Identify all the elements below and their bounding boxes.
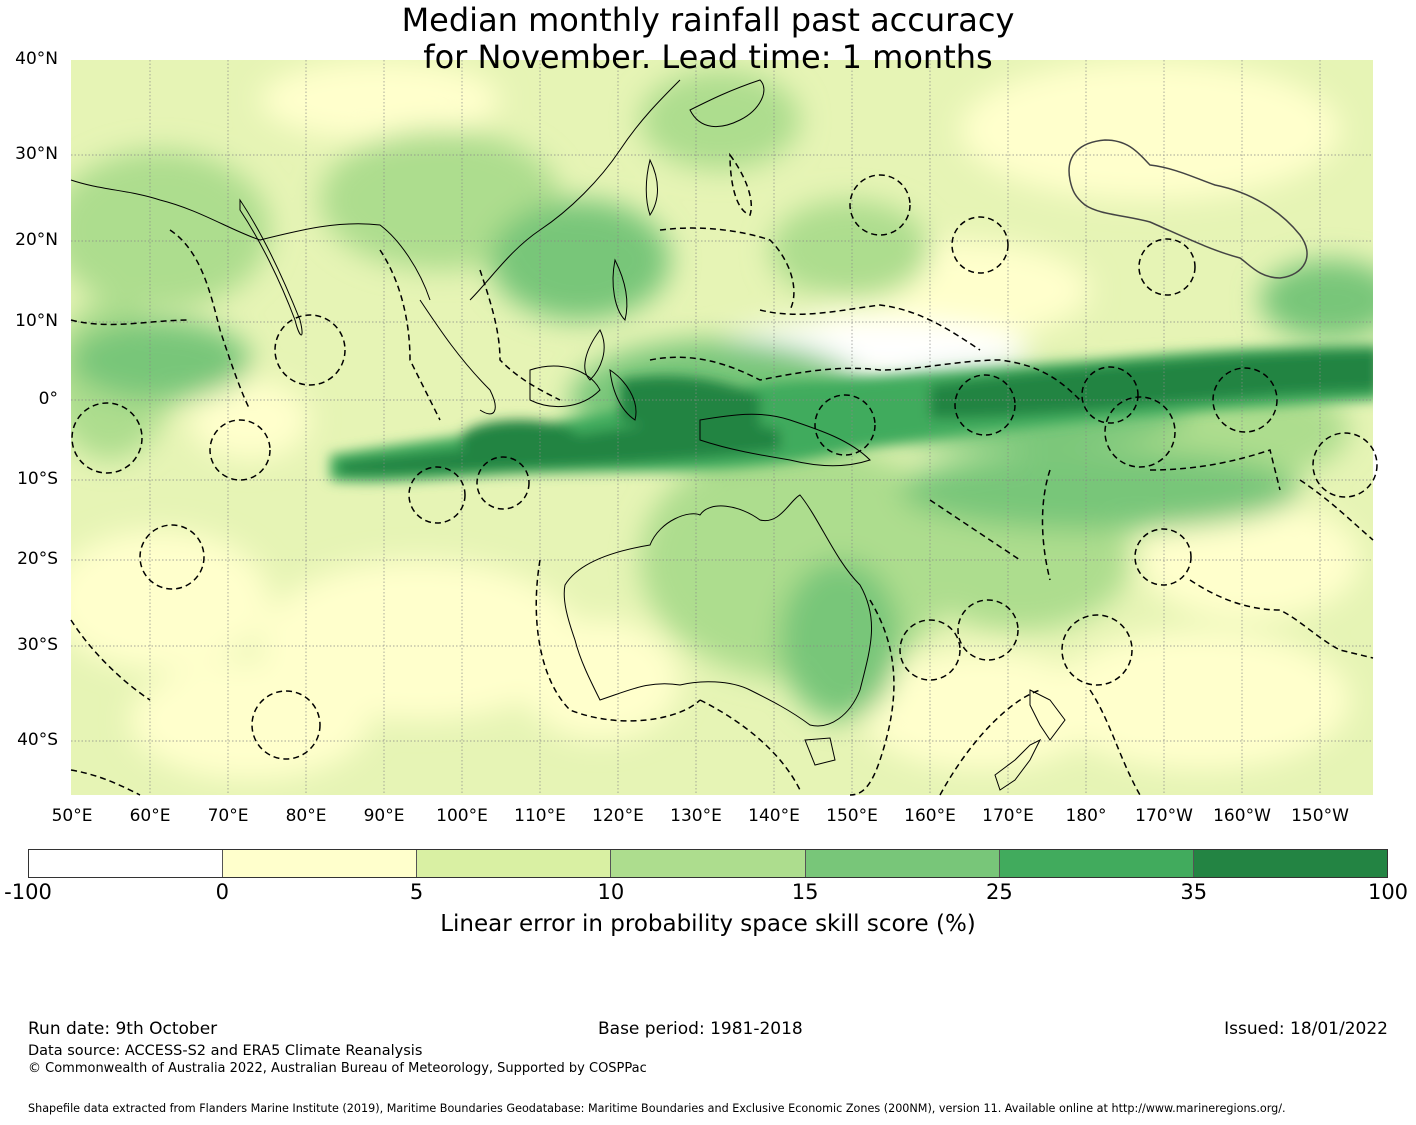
- map-title-line2: for November. Lead time: 1 months: [423, 38, 993, 76]
- map-title-line1: Median monthly rainfall past accuracy: [401, 1, 1015, 39]
- lon-label: 130°E: [670, 806, 722, 826]
- lat-label: 30°N: [15, 144, 58, 164]
- colorbar-segment: [223, 850, 418, 877]
- copyright: © Commonwealth of Australia 2022, Austra…: [28, 1061, 647, 1076]
- lat-label: 40°S: [17, 730, 58, 750]
- base-period: Base period: 1981-2018: [598, 1019, 803, 1039]
- lat-label: 10°N: [15, 311, 58, 331]
- lon-label: 110°E: [514, 806, 566, 826]
- lon-label: 140°E: [748, 806, 800, 826]
- lat-label: 20°S: [17, 549, 58, 569]
- data-source: Data source: ACCESS-S2 and ERA5 Climate …: [28, 1043, 423, 1059]
- lon-label: 50°E: [51, 806, 93, 826]
- colorbar-tick-label: 25: [986, 880, 1013, 904]
- colorbar-segment: [1193, 850, 1387, 877]
- skill-score-map: [70, 60, 1378, 796]
- lat-label: 20°N: [15, 230, 58, 250]
- lon-label: 160°W: [1213, 806, 1271, 826]
- lon-label: 170°W: [1135, 806, 1193, 826]
- colorbar-segment: [417, 850, 612, 877]
- colorbar-segment: [805, 850, 1000, 877]
- lat-label: 30°S: [17, 635, 58, 655]
- colorbar-tick-label: 10: [597, 880, 625, 904]
- lon-label: 100°E: [436, 806, 488, 826]
- map-panel: Median monthly rainfall past accuracy fo…: [15, 1, 1378, 826]
- lon-label: 120°E: [592, 806, 644, 826]
- colorbar-segment: [611, 850, 806, 877]
- shapefile-credit: Shapefile data extracted from Flanders M…: [28, 1102, 1286, 1115]
- issued-date: Issued: 18/01/2022: [1224, 1019, 1388, 1039]
- lon-label: 170°E: [982, 806, 1034, 826]
- lon-label: 80°E: [285, 806, 327, 826]
- colorbar-tick-label: 100: [1367, 880, 1409, 904]
- lat-label: 0°: [38, 389, 58, 409]
- colorbar-tick-label: 5: [409, 880, 424, 904]
- colorbar: [28, 849, 1388, 878]
- lat-label: 10°S: [17, 469, 58, 489]
- lon-label: 60°E: [129, 806, 171, 826]
- lon-label: 150°W: [1291, 806, 1349, 826]
- lat-label: 40°N: [15, 49, 58, 69]
- lon-label: 160°E: [904, 806, 956, 826]
- eez-boundaries: [70, 152, 1378, 796]
- lon-label: 150°E: [826, 806, 878, 826]
- skill-field: [71, 60, 1373, 795]
- colorbar-tick-label: 15: [791, 880, 819, 904]
- colorbar-segment: [999, 850, 1194, 877]
- colorbar-tick-label: -100: [4, 880, 52, 904]
- colorbar-label: Linear error in probability space skill …: [440, 911, 976, 937]
- lon-label: 70°E: [207, 806, 249, 826]
- colorbar-segment: [29, 850, 224, 877]
- lon-label: 90°E: [363, 806, 405, 826]
- run-date: Run date: 9th October: [28, 1019, 218, 1039]
- coastlines: [70, 79, 1066, 791]
- colorbar-tick-label: 0: [215, 880, 229, 904]
- colorbar-tick-label: 35: [1180, 880, 1208, 904]
- lon-label: 180°: [1065, 806, 1107, 826]
- hawaii-eez-outline: [1068, 139, 1308, 279]
